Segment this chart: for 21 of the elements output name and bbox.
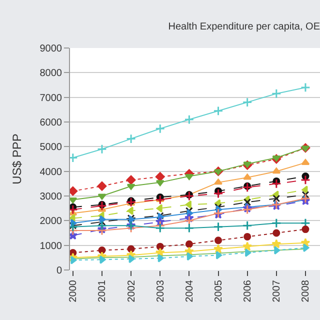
- x-tick-label: 2002: [126, 280, 138, 302]
- y-tick-label: 7000: [40, 92, 62, 104]
- x-tick-label: 2000: [68, 280, 80, 302]
- y-tick-label: 2000: [40, 216, 62, 228]
- x-tick-label: 2008: [300, 280, 312, 302]
- y-axis-title: US$ PPP: [10, 134, 24, 184]
- y-tick-label: 5000: [40, 142, 62, 154]
- x-tick-label: 2006: [242, 280, 254, 302]
- chart-title: Health Expenditure per capita, OE: [168, 21, 320, 32]
- y-tick-label: 8000: [40, 68, 62, 80]
- y-tick-label: 6000: [40, 118, 62, 128]
- x-tick-label: 2004: [184, 280, 196, 302]
- y-tick-label: 4000: [40, 166, 62, 178]
- x-tick-label: 2005: [214, 280, 225, 302]
- x-tick-label: 2003: [155, 280, 166, 302]
- y-tick-label: 0: [56, 266, 62, 276]
- x-tick-label: 2007: [272, 280, 283, 302]
- x-tick-label: 2001: [97, 280, 108, 302]
- y-tick-label: 3000: [40, 192, 62, 202]
- y-tick-label: 9000: [40, 44, 62, 54]
- y-tick-label: 1000: [40, 240, 62, 252]
